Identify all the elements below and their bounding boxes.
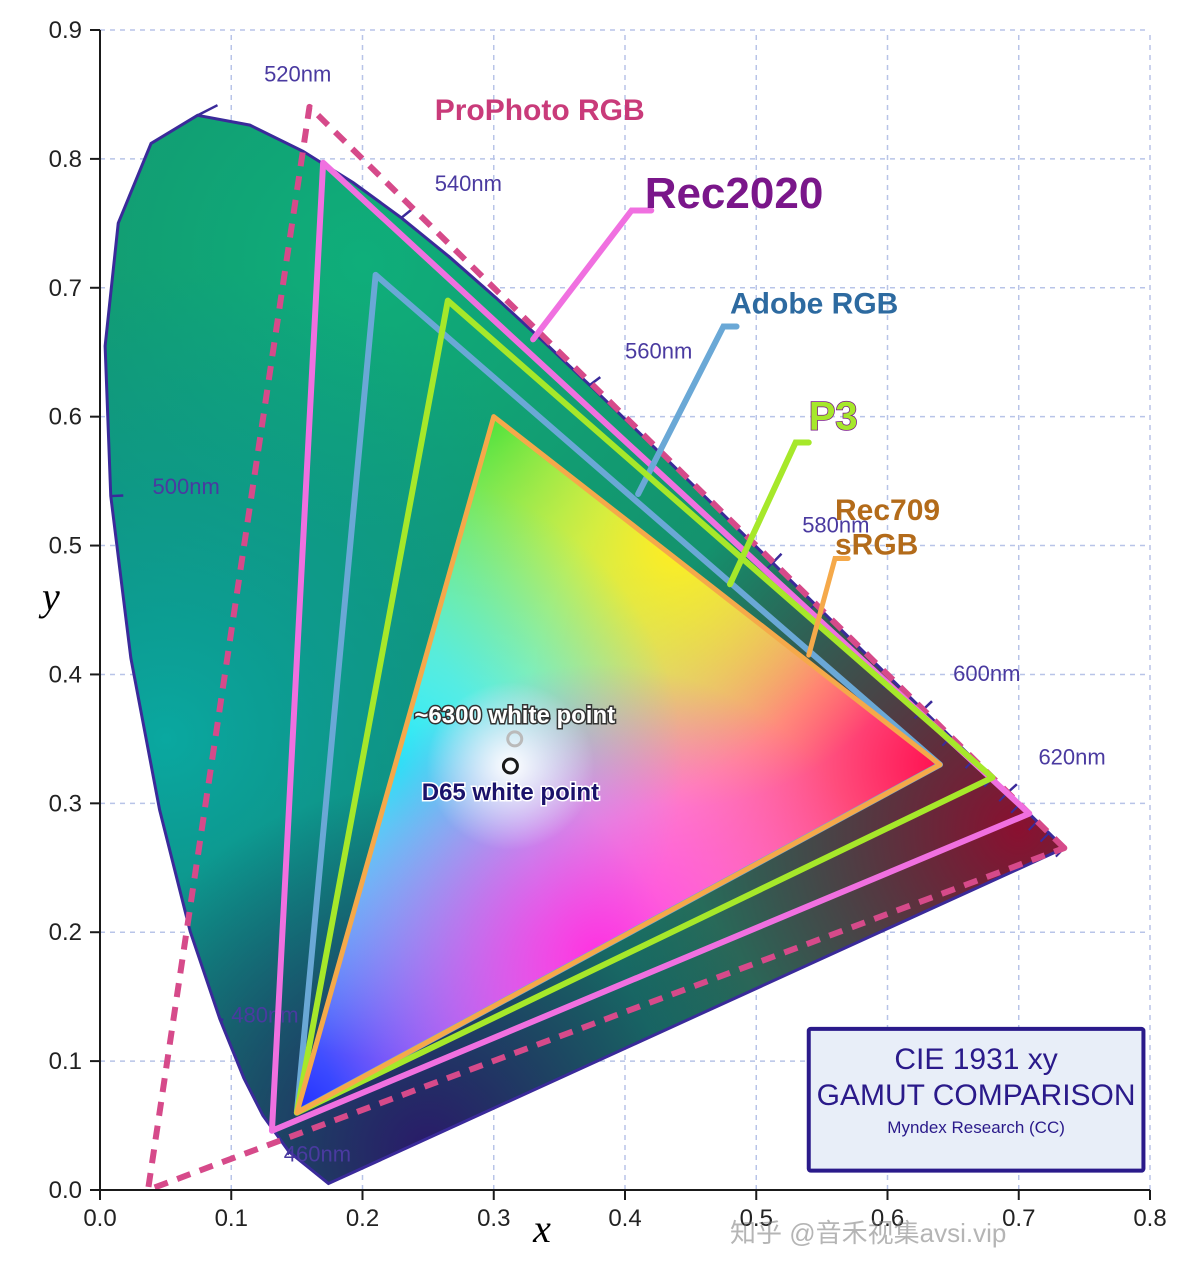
y-tick-label: 0.5 [49,533,82,560]
y-tick-label: 0.3 [49,790,82,817]
legend-credit: Myndex Research (CC) [887,1118,1065,1137]
y-tick-label: 0.4 [49,661,82,688]
x-tick-label: 0.7 [1002,1205,1035,1232]
leader-line [533,210,651,339]
gamut-label: Adobe RGB [730,288,898,321]
cie-gamut-chart: 460nm480nm500nm520nm540nm560nm580nm600nm… [0,0,1200,1275]
gamut-label: P3 [809,395,858,439]
white-point-label: D65 white point [422,779,599,806]
wavelength-label: 600nm [953,661,1020,686]
wavelength-label: 480nm [231,1002,298,1027]
x-tick-label: 0.0 [83,1205,116,1232]
wavelength-label: 460nm [284,1142,351,1167]
y-tick-label: 0.1 [49,1048,82,1075]
y-axis-label: y [38,574,60,619]
y-tick-label: 0.9 [49,17,82,44]
legend-box: CIE 1931 xyGAMUT COMPARISON Myndex Resear… [809,1029,1144,1171]
wavelength-label: 620nm [1038,745,1105,770]
y-tick-label: 0.8 [49,146,82,173]
chart-svg: 460nm480nm500nm520nm540nm560nm580nm600nm… [0,0,1200,1275]
x-tick-label: 0.3 [477,1205,510,1232]
wavelength-label: 540nm [435,171,502,196]
x-axis-label: x [532,1206,551,1251]
watermark: 知乎 @音禾视集avsi.vip [730,1218,1006,1248]
y-tick-label: 0.0 [49,1177,82,1204]
y-tick-label: 0.7 [49,275,82,302]
y-tick-label: 0.2 [49,919,82,946]
gamut-label: Rec2020 [645,169,824,218]
wavelength-label: 520nm [264,62,331,87]
white-point-label: ~6300 white point [414,702,615,729]
legend-title: CIE 1931 xy [894,1043,1057,1076]
wavelength-label: 560nm [625,339,692,364]
x-tick-label: 0.8 [1133,1205,1166,1232]
gamut-label: Rec709 [835,494,940,527]
gamut-label: sRGB [835,528,918,561]
x-tick-label: 0.1 [215,1205,248,1232]
x-tick-label: 0.4 [608,1205,641,1232]
legend-subtitle: GAMUT COMPARISON [817,1079,1136,1112]
gamut-label: ProPhoto RGB [435,94,645,127]
wavelength-label: 500nm [153,474,220,499]
y-tick-label: 0.6 [49,404,82,431]
x-tick-label: 0.2 [346,1205,379,1232]
